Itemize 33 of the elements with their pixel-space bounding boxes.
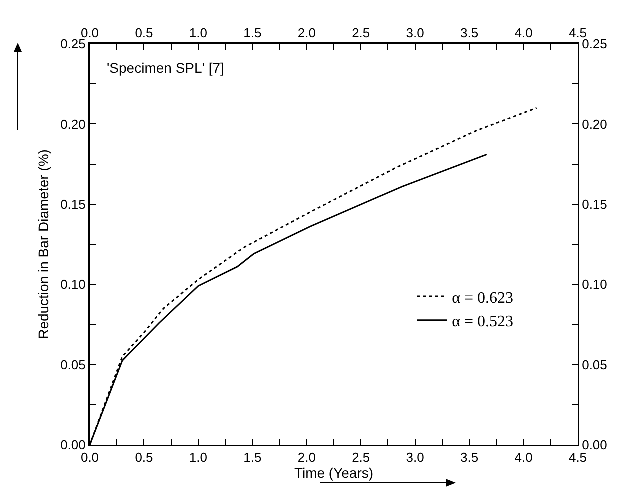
y-tick-label: 0.15 xyxy=(60,196,86,212)
x2-tick-label: 2.0 xyxy=(298,450,316,466)
y-tick-label: 0.20 xyxy=(60,116,86,132)
y2-tick-label: 0.05 xyxy=(582,357,608,372)
legend-label: α = 0.523 xyxy=(452,314,514,331)
x2-tick-label: 0.0 xyxy=(80,450,100,466)
x2-tick-label: 4.5 xyxy=(568,450,588,466)
x2-tick-label: 4.0 xyxy=(514,450,533,466)
x-tick-label: 3.0 xyxy=(406,25,424,40)
x-tick-label: 3.5 xyxy=(460,25,479,40)
x-tick-label: 4.0 xyxy=(514,25,533,40)
y-tick-label: 0.00 xyxy=(60,438,86,453)
x-tick-label: 0.5 xyxy=(135,25,154,40)
y2-tick-label: 0.15 xyxy=(582,196,608,212)
x-tick-label: 2.5 xyxy=(352,25,370,40)
x2-tick-label: 0.5 xyxy=(135,450,154,466)
x-axis-title: Time (Years) xyxy=(294,465,374,482)
x2-tick-label: 1.5 xyxy=(244,450,262,466)
x2-tick-label: 2.5 xyxy=(352,450,370,466)
y2-tick-label: 0.10 xyxy=(582,277,608,292)
y-tick-label: 0.10 xyxy=(60,277,86,292)
annotation: 'Specimen SPL' [7] xyxy=(107,60,224,76)
y-axis-title: Reduction in Bar Diameter (%) xyxy=(35,150,52,340)
x2-tick-label: 3.0 xyxy=(406,450,424,466)
x2-tick-label: 1.0 xyxy=(189,450,208,466)
y2-tick-label: 0.00 xyxy=(582,438,608,453)
x-tick-label: 1.5 xyxy=(244,25,262,40)
x-tick-label: 1.0 xyxy=(189,25,208,40)
y-tick-label: 0.05 xyxy=(60,357,86,372)
x-tick-label: 2.0 xyxy=(298,25,316,40)
legend-label: α = 0.623 xyxy=(452,290,514,307)
x2-tick-label: 3.5 xyxy=(460,450,479,466)
y2-tick-label: 0.20 xyxy=(582,116,608,132)
